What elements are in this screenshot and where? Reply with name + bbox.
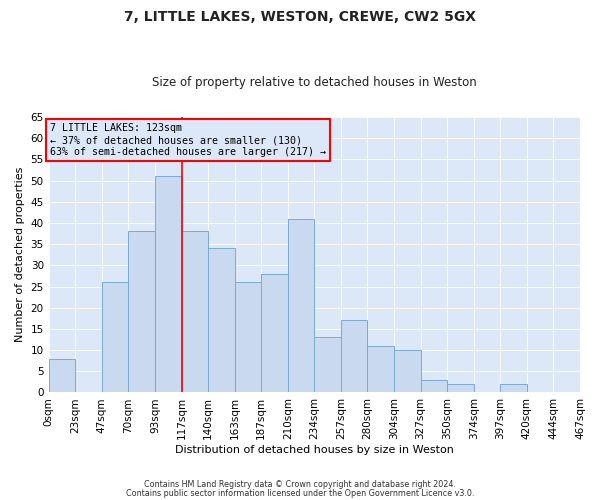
Text: Contains HM Land Registry data © Crown copyright and database right 2024.: Contains HM Land Registry data © Crown c… [144, 480, 456, 489]
Text: 7, LITTLE LAKES, WESTON, CREWE, CW2 5GX: 7, LITTLE LAKES, WESTON, CREWE, CW2 5GX [124, 10, 476, 24]
Bar [394, 350, 421, 393]
Text: 7 LITTLE LAKES: 123sqm
← 37% of detached houses are smaller (130)
63% of semi-de: 7 LITTLE LAKES: 123sqm ← 37% of detached… [50, 124, 326, 156]
Bar [155, 176, 182, 392]
X-axis label: Distribution of detached houses by size in Weston: Distribution of detached houses by size … [175, 445, 454, 455]
Bar [341, 320, 367, 392]
Bar [235, 282, 261, 393]
Bar [261, 274, 288, 392]
Bar [367, 346, 394, 393]
Bar [314, 338, 341, 392]
Y-axis label: Number of detached properties: Number of detached properties [15, 167, 25, 342]
Bar [421, 380, 447, 392]
Bar [128, 232, 155, 392]
Bar [49, 358, 75, 392]
Bar [288, 218, 314, 392]
Bar [182, 232, 208, 392]
Bar [208, 248, 235, 392]
Bar [500, 384, 527, 392]
Bar [102, 282, 128, 393]
Text: Contains public sector information licensed under the Open Government Licence v3: Contains public sector information licen… [126, 488, 474, 498]
Title: Size of property relative to detached houses in Weston: Size of property relative to detached ho… [152, 76, 477, 90]
Bar [447, 384, 474, 392]
